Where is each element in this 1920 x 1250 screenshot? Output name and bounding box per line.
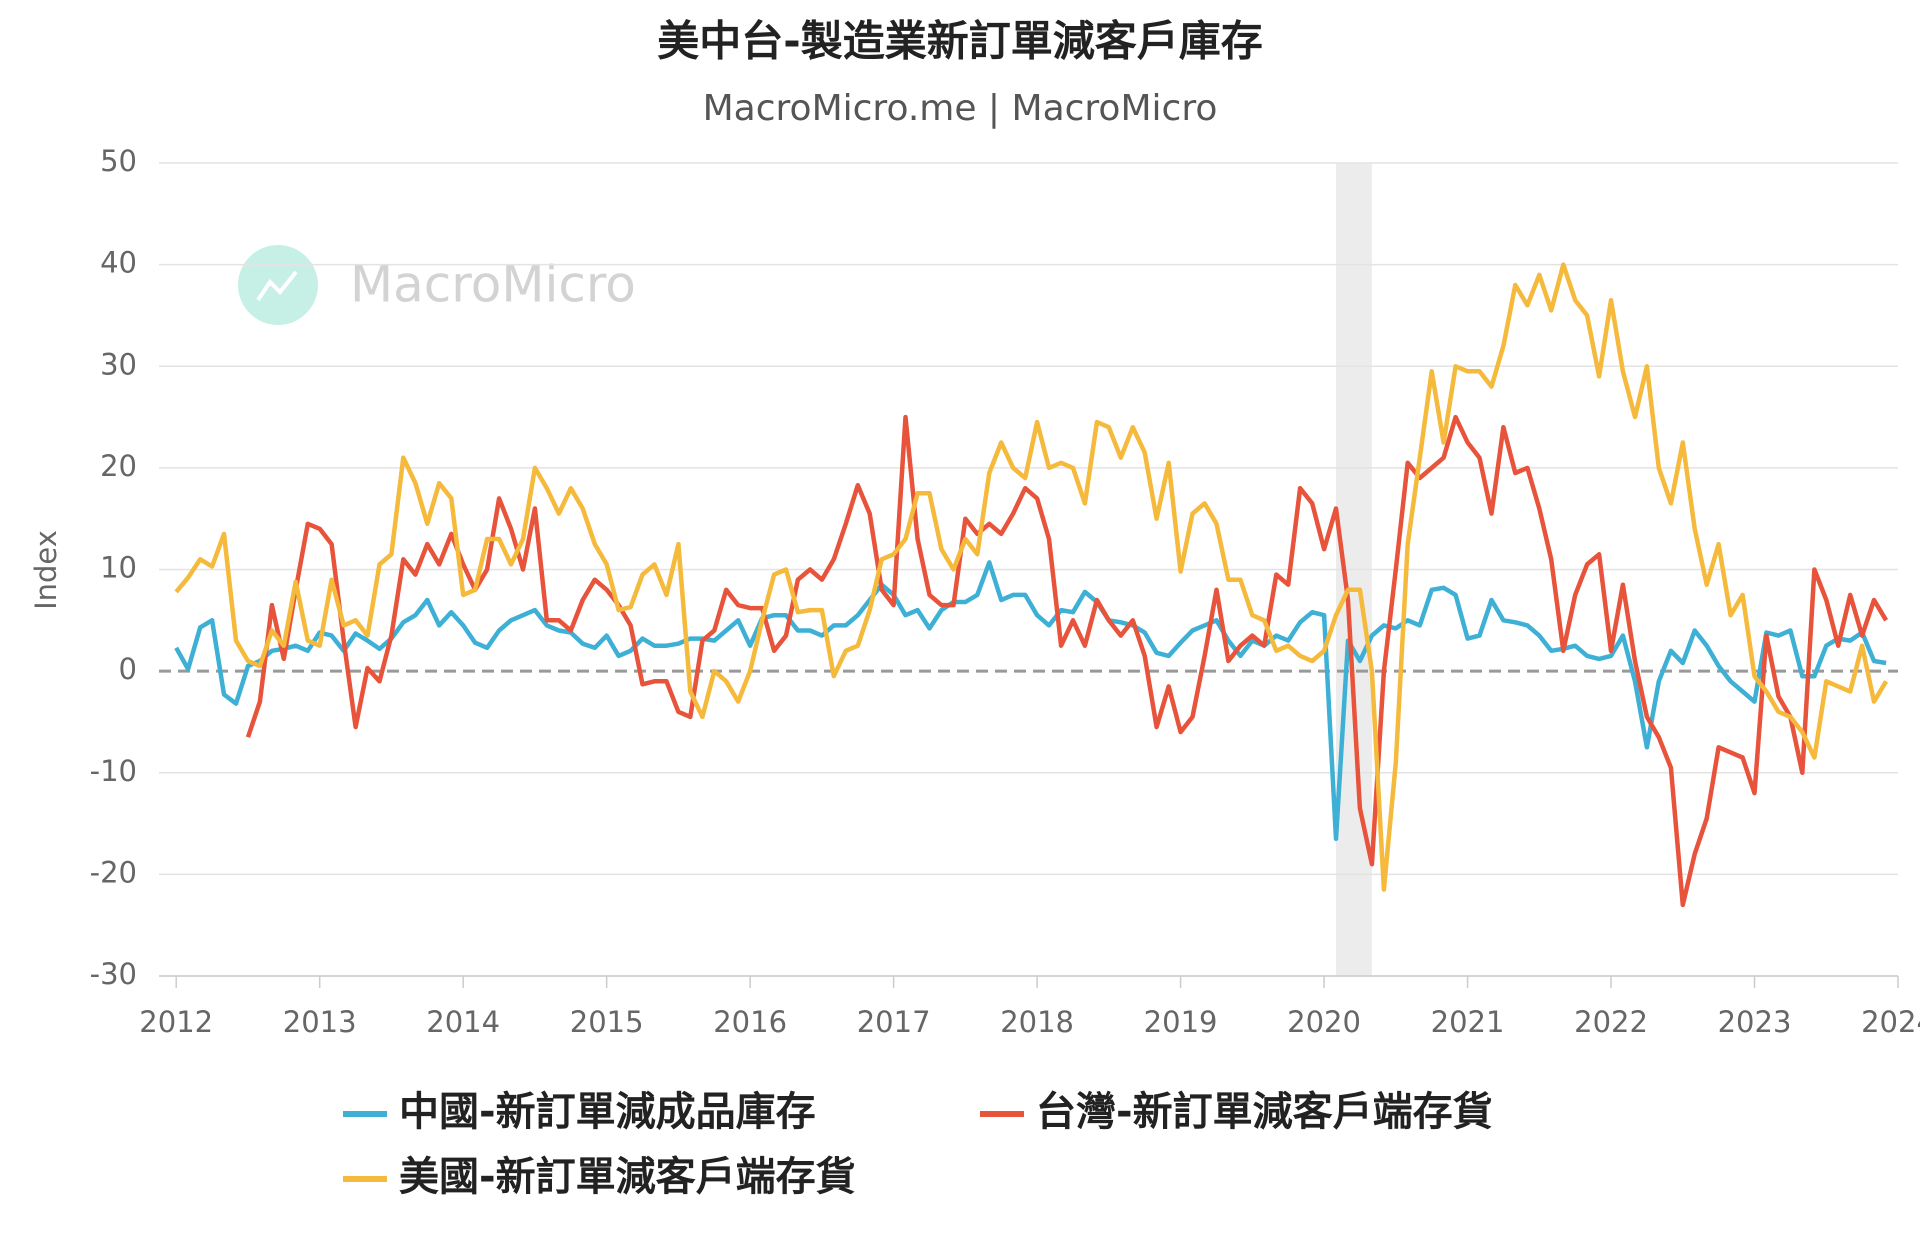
y-tick-label: 0 <box>119 652 137 686</box>
chart-subtitle: MacroMicro.me | MacroMicro <box>703 88 1218 129</box>
x-tick-label: 2014 <box>426 1005 500 1039</box>
y-tick-label: 10 <box>100 551 137 585</box>
x-tick-label: 2016 <box>713 1005 787 1039</box>
y-tick-label: -30 <box>90 957 137 991</box>
x-tick-label: 2015 <box>570 1005 644 1039</box>
legend-label: 中國-新訂單減成品庫存 <box>399 1089 816 1135</box>
x-tick-label: 2022 <box>1574 1005 1648 1039</box>
legend-label: 台灣-新訂單減客戶端存貨 <box>1036 1089 1493 1135</box>
x-tick-label: 2021 <box>1431 1005 1505 1039</box>
y-axis-label: Index <box>29 530 63 610</box>
y-tick-label: -10 <box>90 754 137 788</box>
x-tick-label: 2013 <box>283 1005 357 1039</box>
x-tick-label: 2012 <box>139 1005 213 1039</box>
watermark-icon <box>238 245 318 325</box>
y-tick-label: 50 <box>100 144 137 178</box>
x-tick-label: 2024 <box>1861 1005 1920 1039</box>
x-tick-label: 2018 <box>1000 1005 1074 1039</box>
watermark-icon-line <box>256 270 298 302</box>
legend-label: 美國-新訂單減客戶端存貨 <box>399 1154 856 1200</box>
y-tick-label: -20 <box>90 855 137 889</box>
chart-title: 美中台-製造業新訂單減客戶庫存 <box>657 17 1262 66</box>
x-tick-label: 2023 <box>1718 1005 1792 1039</box>
x-tick-label: 2019 <box>1144 1005 1218 1039</box>
series-line <box>174 262 1889 892</box>
series-line <box>245 414 1889 908</box>
x-tick-label: 2020 <box>1287 1005 1361 1039</box>
y-tick-label: 30 <box>100 347 137 381</box>
x-tick-label: 2017 <box>857 1005 931 1039</box>
y-tick-label: 20 <box>100 449 137 483</box>
y-tick-label: 40 <box>100 246 137 280</box>
series-line <box>174 560 1887 842</box>
